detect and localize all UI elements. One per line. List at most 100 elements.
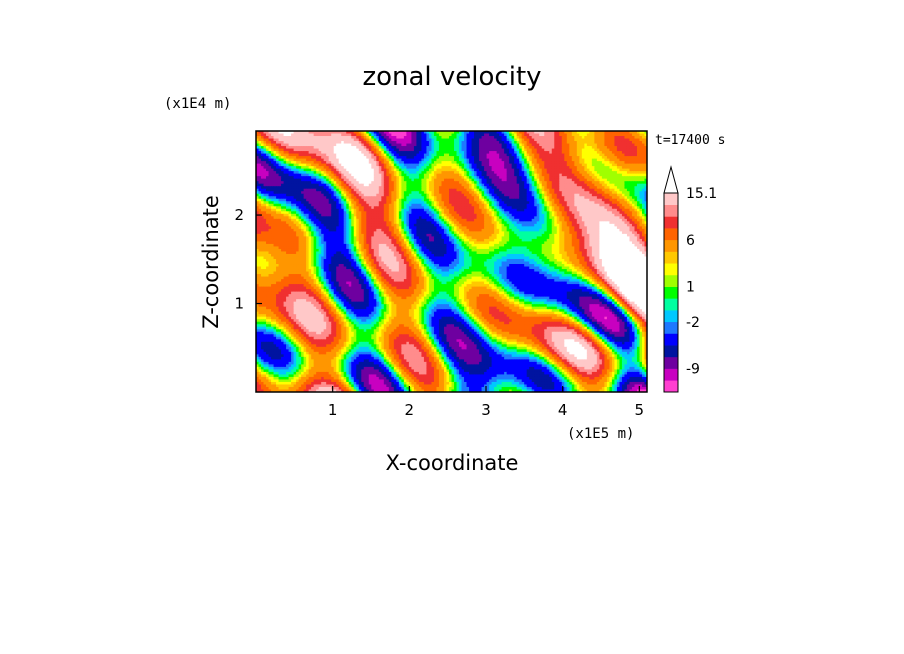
heatmap-cell (281, 186, 285, 190)
heatmap-cell (594, 138, 598, 142)
heatmap-cell (346, 183, 350, 187)
heatmap-cell (353, 181, 357, 185)
heatmap-cell (629, 146, 633, 150)
heatmap-cell (529, 188, 533, 192)
heatmap-cell (286, 173, 290, 177)
heatmap-cell (406, 131, 410, 135)
heatmap-cell (256, 148, 260, 152)
heatmap-cell (616, 158, 620, 162)
heatmap-cell (559, 148, 563, 152)
heatmap-cell (311, 133, 315, 137)
heatmap-cell (636, 158, 640, 162)
heatmap-cell (501, 173, 505, 177)
heatmap-cell (514, 186, 518, 190)
heatmap-cell (506, 131, 510, 135)
heatmap-cell (569, 141, 573, 145)
heatmap-cell (388, 191, 392, 195)
heatmap-cell (614, 153, 618, 157)
heatmap-cell (621, 163, 625, 167)
heatmap-cell (526, 133, 530, 137)
heatmap-cell (644, 131, 647, 135)
heatmap-cell (446, 141, 450, 145)
heatmap-cell (591, 178, 595, 182)
heatmap-cell (479, 176, 483, 180)
heatmap-cell (341, 176, 345, 180)
heatmap-cell (363, 141, 367, 145)
heatmap-cell (574, 168, 578, 172)
heatmap-cell (606, 186, 610, 190)
heatmap-cell (281, 148, 285, 152)
heatmap-cell (286, 176, 290, 180)
heatmap-cell (629, 158, 633, 162)
heatmap-cell (378, 138, 382, 142)
heatmap-cell (256, 133, 260, 137)
heatmap-cell (571, 173, 575, 177)
heatmap-cell (621, 166, 625, 170)
heatmap-cell (584, 138, 588, 142)
heatmap-cell (256, 151, 260, 155)
heatmap-cell (308, 166, 312, 170)
heatmap-cell (353, 188, 357, 192)
heatmap-cell (461, 158, 465, 162)
heatmap-cell (634, 178, 638, 182)
heatmap-cell (306, 141, 310, 145)
heatmap-cell (293, 173, 297, 177)
heatmap-cell (371, 173, 375, 177)
heatmap-cell (586, 151, 590, 155)
heatmap-cell (356, 151, 360, 155)
heatmap-cell (286, 146, 290, 150)
heatmap-cell (258, 176, 262, 180)
heatmap-cell (286, 133, 290, 137)
heatmap-cell (519, 178, 523, 182)
heatmap-cell (589, 171, 593, 175)
heatmap-cell (323, 146, 327, 150)
heatmap-cell (609, 186, 613, 190)
heatmap-cell (318, 173, 322, 177)
heatmap-cell (326, 151, 330, 155)
heatmap-cell (514, 131, 518, 135)
heatmap-cell (509, 143, 513, 147)
heatmap-cell (386, 138, 390, 142)
heatmap-cell (403, 141, 407, 145)
heatmap-cell (626, 141, 630, 145)
heatmap-cell (584, 171, 588, 175)
heatmap-cell (534, 173, 538, 177)
heatmap-cell (509, 141, 513, 145)
heatmap-cell (539, 181, 543, 185)
heatmap-cell (639, 191, 643, 195)
heatmap-cell (298, 161, 302, 165)
heatmap-cell (273, 161, 277, 165)
heatmap-cell (348, 156, 352, 160)
heatmap-cell (521, 138, 525, 142)
heatmap-cell (574, 138, 578, 142)
heatmap-cell (544, 153, 548, 157)
heatmap-cell (524, 178, 528, 182)
heatmap-cell (589, 153, 593, 157)
heatmap-cell (351, 161, 355, 165)
heatmap-cell (534, 178, 538, 182)
heatmap-cell (526, 138, 530, 142)
heatmap-cell (626, 153, 630, 157)
heatmap-cell (509, 161, 513, 165)
heatmap-cell (388, 153, 392, 157)
heatmap-cell (484, 173, 488, 177)
heatmap-cell (418, 138, 422, 142)
heatmap-cell (433, 171, 437, 175)
heatmap-cell (504, 188, 508, 192)
heatmap-cell (278, 141, 282, 145)
heatmap-cell (268, 156, 272, 160)
heatmap-cell (551, 166, 555, 170)
heatmap-cell (388, 138, 392, 142)
heatmap-cell (311, 148, 315, 152)
heatmap-cell (401, 161, 405, 165)
heatmap-cell (544, 151, 548, 155)
heatmap-cell (268, 153, 272, 157)
heatmap-cell (316, 183, 320, 187)
heatmap-cell (604, 178, 608, 182)
heatmap-cell (258, 138, 262, 142)
heatmap-cell (348, 131, 352, 135)
heatmap-cell (491, 141, 495, 145)
heatmap-cell (421, 138, 425, 142)
heatmap-cell (446, 183, 450, 187)
heatmap-cell (428, 183, 432, 187)
